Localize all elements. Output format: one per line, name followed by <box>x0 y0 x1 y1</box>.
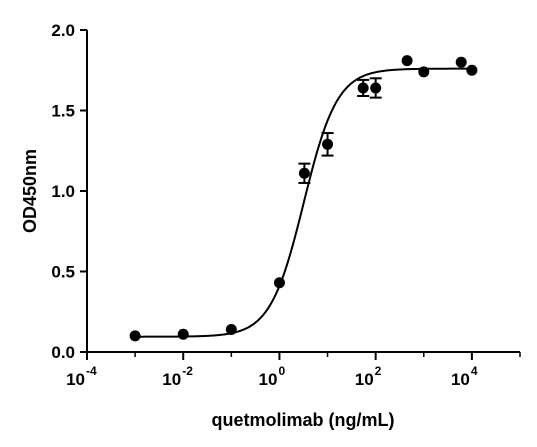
y-tick-label: 0.5 <box>51 263 75 282</box>
data-point <box>177 328 189 340</box>
x-tick-exponent: -4 <box>86 364 97 378</box>
x-tick-exponent: 4 <box>471 364 478 378</box>
x-tick-exponent: 0 <box>278 364 285 378</box>
x-tick-exponent: -2 <box>182 364 193 378</box>
data-point <box>370 82 382 94</box>
x-axis-title: quetmolimab (ng/mL) <box>212 410 395 430</box>
x-tick-label: 10 <box>259 370 278 389</box>
data-points <box>129 55 478 342</box>
data-point <box>357 82 369 94</box>
data-point <box>455 56 467 68</box>
data-point <box>322 138 334 150</box>
x-tick-label: 10 <box>355 370 374 389</box>
data-point <box>225 323 237 335</box>
data-point <box>273 277 285 289</box>
x-tick-label: 10 <box>451 370 470 389</box>
fit-curve <box>135 67 472 338</box>
data-point <box>466 64 478 76</box>
data-point <box>129 330 141 342</box>
data-point <box>401 55 413 67</box>
y-tick-label: 2.0 <box>51 21 75 40</box>
y-axis-title: OD450nm <box>20 149 40 233</box>
y-tick-label: 1.5 <box>51 102 75 121</box>
x-tick-label: 10 <box>66 370 85 389</box>
y-tick-label: 0.0 <box>51 343 75 362</box>
x-axis-ticks: 10 -4 10 -2 10 0 10 2 10 4 <box>66 352 521 389</box>
y-axis-ticks: 0.0 0.5 1.0 1.5 2.0 <box>51 21 87 362</box>
data-point <box>298 167 310 179</box>
x-tick-exponent: 2 <box>375 364 382 378</box>
y-tick-label: 1.0 <box>51 182 75 201</box>
data-point <box>418 66 430 78</box>
x-tick-label: 10 <box>162 370 181 389</box>
